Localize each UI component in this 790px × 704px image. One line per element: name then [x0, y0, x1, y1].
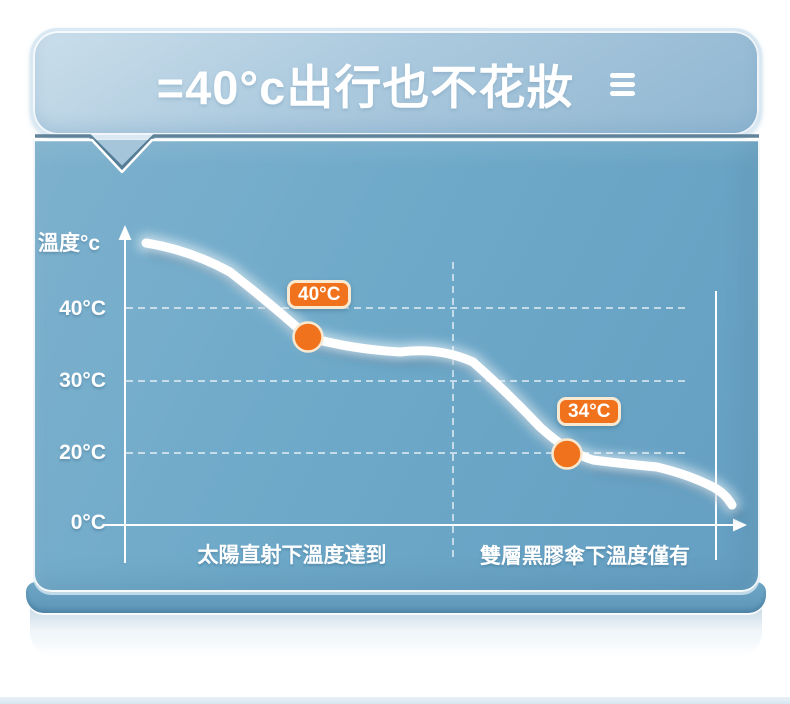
- panel-notch: [35, 134, 759, 174]
- page-title: =40°c出行也不花妝: [156, 60, 575, 114]
- notch-highlight-line: [35, 138, 759, 174]
- header-card: =40°c出行也不花妝: [30, 28, 762, 138]
- data-point-umbrella: [551, 438, 583, 470]
- y-axis-arrow: [118, 225, 132, 240]
- temperature-curve: [141, 238, 737, 510]
- y-tick-30c: 30°C: [59, 369, 106, 392]
- hamburger-icon: [610, 72, 636, 96]
- notch-reveal: [92, 140, 152, 172]
- chart-panel: [33, 140, 760, 592]
- y-tick-40c: 40°C: [59, 297, 106, 320]
- notch-shadow-line: [35, 134, 759, 170]
- data-point-sun: [292, 321, 324, 353]
- x-axis-arrow: [733, 518, 747, 532]
- panel-shadow: [30, 608, 762, 658]
- x-label-umbrella: 雙層黑膠傘下溫度僅有: [480, 545, 690, 568]
- y-tick-0c: 0°C: [70, 511, 106, 534]
- temperature-chart: [103, 225, 747, 563]
- page-bottom-strip: [0, 697, 790, 704]
- x-label-direct-sun: 太陽直射下溫度達到: [197, 544, 387, 567]
- badge-umbrella-temp: 34°C: [557, 397, 622, 426]
- badge-sun-temp: 40°C: [287, 280, 352, 309]
- y-tick-20c: 20°C: [59, 441, 106, 464]
- y-axis-label: 溫度°c: [38, 232, 101, 255]
